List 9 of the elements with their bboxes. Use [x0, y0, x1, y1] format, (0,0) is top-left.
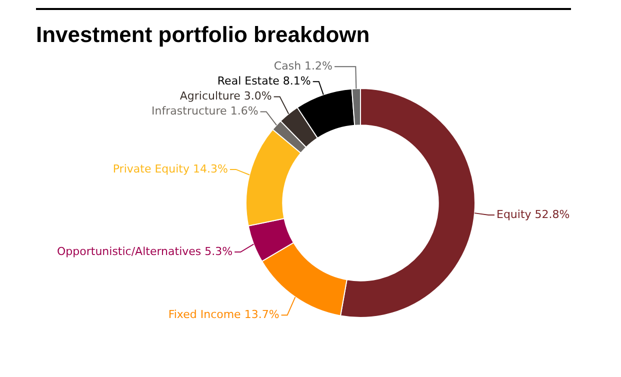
slice-label: Equity 52.8%: [496, 208, 570, 221]
slice-label: Real Estate 8.1%: [217, 74, 311, 88]
chart-title: Investment portfolio breakdown: [36, 22, 371, 48]
slice-label: Opportunistic/Alternatives 5.3%: [57, 244, 233, 258]
slice-label: Private Equity 14.3%: [112, 162, 228, 176]
slice-label: Agriculture 3.0%: [180, 90, 272, 103]
slice-label: Cash 1.2%: [274, 59, 332, 72]
slice-label: Fixed Income 13.7%: [168, 308, 280, 322]
slice-label: Infrastructure 1.6%: [152, 104, 258, 118]
